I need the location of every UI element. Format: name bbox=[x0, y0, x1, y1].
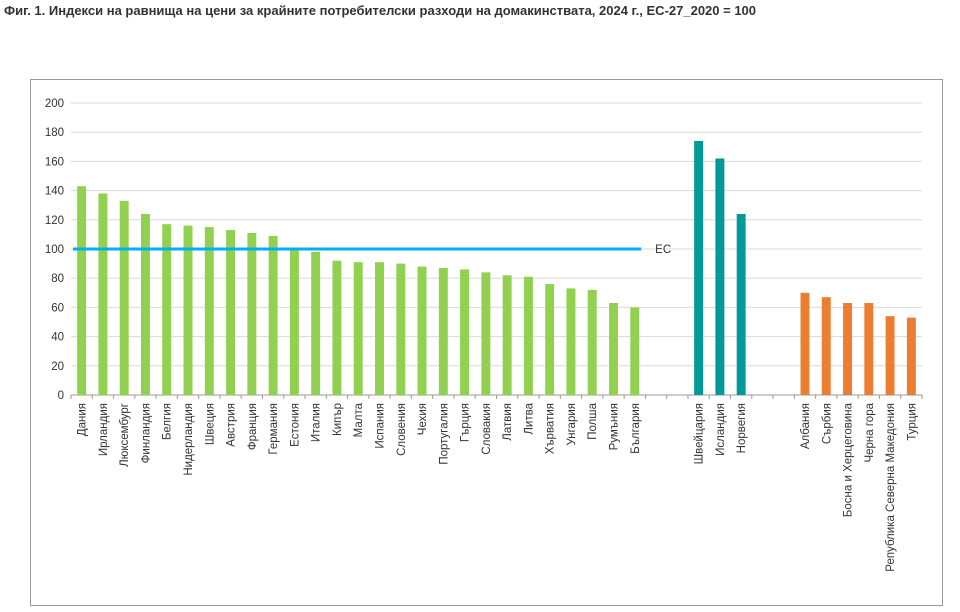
category-label: Нидерландия bbox=[183, 403, 195, 476]
bar bbox=[843, 303, 853, 395]
category-label: Словения bbox=[396, 403, 408, 456]
bar bbox=[800, 292, 810, 395]
bar bbox=[481, 272, 491, 395]
category-label: Дания bbox=[77, 403, 89, 436]
category-label: Литва bbox=[523, 402, 535, 434]
category-label: Малта bbox=[353, 402, 365, 437]
y-tick-label: 200 bbox=[45, 98, 64, 110]
category-label: Германия bbox=[268, 403, 280, 455]
category-label: Чехия bbox=[417, 403, 429, 435]
y-tick-label: 120 bbox=[45, 215, 64, 227]
bar bbox=[396, 263, 406, 395]
eu-reference-label: ЕС bbox=[655, 244, 671, 256]
y-tick-label: 160 bbox=[45, 156, 64, 168]
chart-title: Фиг. 1. Индекси на равнища на цени за кр… bbox=[4, 3, 757, 18]
bar bbox=[438, 267, 448, 395]
bar bbox=[268, 235, 278, 395]
bar bbox=[545, 284, 555, 395]
bar bbox=[523, 276, 533, 395]
bar bbox=[247, 232, 257, 395]
bar bbox=[736, 213, 746, 395]
bar bbox=[162, 224, 172, 395]
category-label: Италия bbox=[311, 403, 323, 442]
chart-frame: 0 20 40 60 80 100 120 140 160 180 200 Дания Ирландия… bbox=[30, 79, 943, 606]
category-label: България bbox=[630, 403, 642, 454]
category-label: Норвегия bbox=[736, 403, 748, 453]
bar bbox=[566, 288, 576, 395]
bar bbox=[864, 303, 874, 395]
category-label: Австрия bbox=[226, 403, 238, 447]
bar bbox=[98, 193, 108, 395]
bar bbox=[289, 250, 299, 395]
category-label: Испания bbox=[374, 403, 386, 449]
bar bbox=[332, 260, 342, 395]
category-label: Албания bbox=[800, 403, 812, 449]
bar bbox=[204, 227, 214, 395]
category-label: Швейцария bbox=[694, 403, 706, 464]
category-label: Кипър bbox=[332, 403, 344, 436]
category-label: Босна и Херцеговина bbox=[843, 402, 855, 517]
category-label: Люксембург bbox=[119, 403, 131, 467]
category-label: Португалия bbox=[438, 403, 450, 465]
y-tick-label: 140 bbox=[45, 186, 64, 198]
category-label: Полша bbox=[587, 402, 599, 439]
bar bbox=[226, 230, 236, 395]
category-label: Естония bbox=[289, 403, 301, 447]
bar bbox=[821, 297, 831, 395]
bar bbox=[694, 140, 704, 395]
y-tick-label: 0 bbox=[58, 390, 64, 402]
category-label: Ирландия bbox=[98, 403, 110, 456]
category-label: Румъния bbox=[609, 403, 621, 450]
category-label: Финландия bbox=[140, 403, 152, 463]
category-label: Латвия bbox=[502, 403, 514, 441]
y-tick-label: 40 bbox=[51, 332, 64, 344]
category-label: Словакия bbox=[481, 403, 493, 455]
y-tick-label: 100 bbox=[45, 244, 64, 256]
bar bbox=[502, 275, 512, 395]
y-tick-label: 180 bbox=[45, 127, 64, 139]
bar bbox=[140, 213, 150, 395]
bar bbox=[715, 158, 725, 395]
bar bbox=[417, 266, 427, 395]
category-label: Хърватия bbox=[545, 403, 557, 454]
y-tick-label: 20 bbox=[51, 361, 64, 373]
category-label: Исландия bbox=[715, 403, 727, 456]
y-tick-label: 80 bbox=[51, 273, 64, 285]
category-label: Турция bbox=[906, 403, 918, 441]
bar bbox=[311, 251, 321, 395]
category-label: Унгария bbox=[566, 403, 578, 446]
bar bbox=[587, 289, 597, 395]
category-label: Швеция bbox=[204, 403, 216, 445]
bar bbox=[183, 225, 193, 395]
bar bbox=[375, 262, 384, 395]
y-tick-label: 60 bbox=[51, 302, 64, 314]
category-label: Черна гора bbox=[864, 402, 876, 462]
bar bbox=[609, 303, 618, 395]
bar-chart: 0 20 40 60 80 100 120 140 160 180 200 Дания Ирландия… bbox=[45, 98, 923, 572]
category-label: Белгия bbox=[162, 403, 174, 440]
bar bbox=[630, 307, 640, 395]
bar bbox=[353, 262, 363, 395]
category-label: Сърбия bbox=[821, 403, 833, 444]
bar bbox=[906, 317, 916, 395]
bar bbox=[885, 316, 895, 395]
bar bbox=[77, 186, 87, 395]
category-label: Република Северна Македония bbox=[885, 403, 897, 572]
category-label: Франция bbox=[247, 403, 259, 450]
category-label: Гърция bbox=[460, 403, 472, 442]
bar bbox=[460, 269, 470, 395]
bar bbox=[119, 200, 129, 395]
